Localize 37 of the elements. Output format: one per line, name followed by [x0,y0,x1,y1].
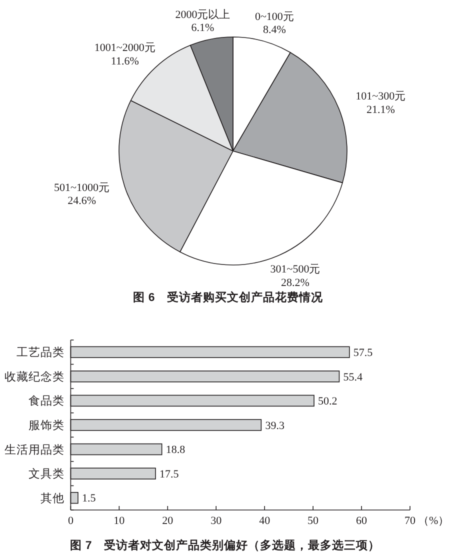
data-label: 11.6% [110,55,139,68]
x-tick-label: 50 [308,515,320,527]
slice-label: 2000元以上 [175,8,230,21]
data-label: 6.1% [191,22,214,34]
x-tick-label: 40 [259,515,271,527]
slice-label: 301~500元 [270,264,320,276]
y-tick-label: 工艺品类 [16,346,65,360]
y-tick-label: 生活用品类 [4,443,65,456]
text: 图 6 受访者购买文创产品花费情况 [133,290,324,304]
slice-label: 0~100元 [254,10,294,23]
text: 图 7 受访者对文创产品类别偏好（多选题，最多选三项） [70,538,380,552]
y-tick-label: 其他 [40,492,65,505]
data-label: 55.4 [343,371,363,384]
x-tick-label: 60 [356,515,368,527]
data-label: 50.2 [318,396,338,408]
y-tick-label: 收藏纪念类 [4,370,65,384]
data-label: 39.3 [265,420,285,432]
y-tick-label: 服饰类 [28,419,65,432]
data-label: 1.5 [82,492,96,505]
data-label: 24.6% [68,194,96,207]
y-tick-label: 文具类 [28,466,65,481]
x-tick-label: 10 [114,515,126,527]
x-tick-label: 0 [68,515,74,527]
data-label: 28.2% [281,276,310,289]
data-label: 57.5 [353,346,374,359]
slice-label: 101~300元 [356,90,406,103]
data-label: 21.1% [366,104,395,116]
y-tick-label: 食品类 [28,394,65,408]
x-tick-label: 20 [162,515,174,527]
x-tick-label: 30 [210,515,222,527]
data-label: 18.8 [166,444,186,456]
slice-label: 1001~2000元 [94,42,156,54]
slice-label: 501~1000元 [54,182,110,194]
x-axis-title: （%） [418,515,450,527]
data-label: 8.4% [263,24,286,36]
x-tick-label: 70 [404,515,416,527]
data-label: 17.5 [160,468,180,480]
